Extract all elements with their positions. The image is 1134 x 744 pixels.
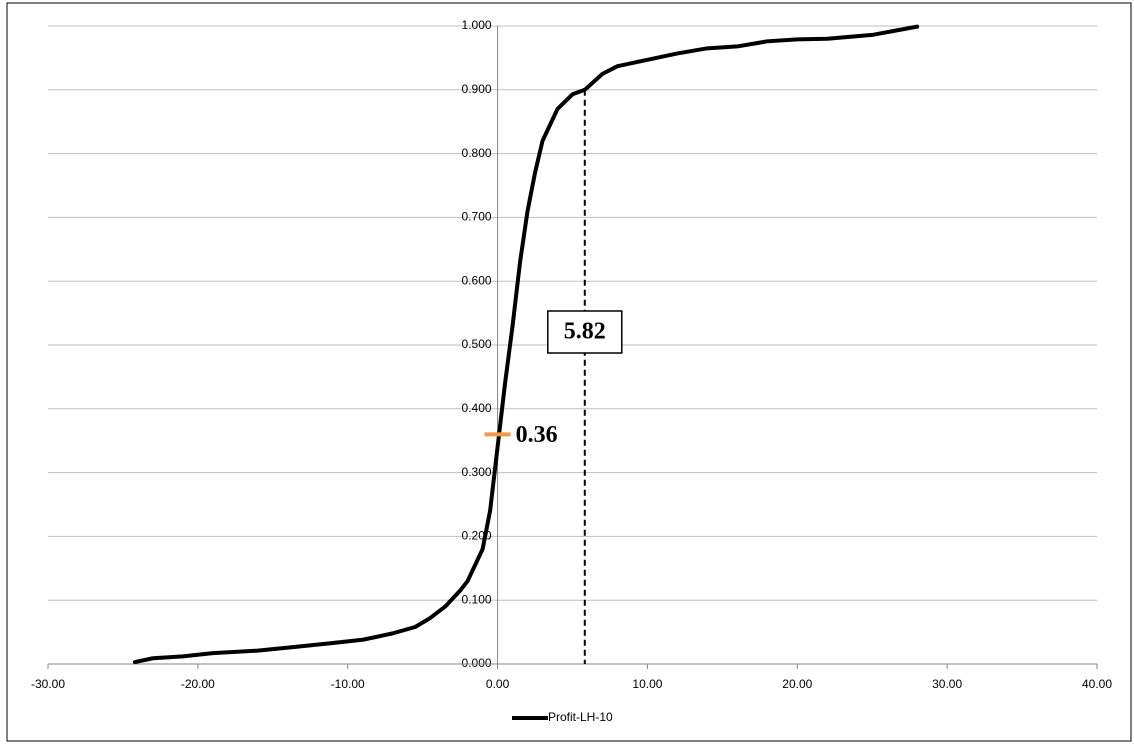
- chart-border: [6, 2, 1132, 742]
- annotation-box: [547, 310, 623, 354]
- data-line: [132, 24, 920, 665]
- y-tick-label: 0.300: [462, 465, 492, 479]
- y-tick-label: 0.800: [462, 146, 492, 160]
- y-tick-label: 0.000: [462, 656, 492, 670]
- y-tick-label: 1.000: [462, 18, 492, 32]
- y-tick-label: 0.400: [462, 401, 492, 415]
- annotation-label: 0.36: [516, 422, 558, 448]
- x-tick-label: 20.00: [782, 677, 812, 691]
- legend-label: Profit-LH-10: [548, 710, 613, 724]
- x-tick-label: -30.00: [31, 677, 65, 691]
- y-tick-label: 0.900: [462, 82, 492, 96]
- annotation-label: 5.82: [564, 319, 606, 345]
- x-tick-label: -10.00: [331, 677, 365, 691]
- x-tick-label: 40.00: [1082, 677, 1112, 691]
- x-tick-label: 0.00: [486, 677, 510, 691]
- x-tick-label: 10.00: [632, 677, 662, 691]
- y-tick-label: 0.500: [462, 337, 492, 351]
- x-tick-label: 30.00: [932, 677, 962, 691]
- x-tick-label: -20.00: [181, 677, 215, 691]
- y-tick-label: 0.100: [462, 592, 492, 606]
- y-tick-label: 0.600: [462, 273, 492, 287]
- y-tick-label: 0.700: [462, 210, 492, 224]
